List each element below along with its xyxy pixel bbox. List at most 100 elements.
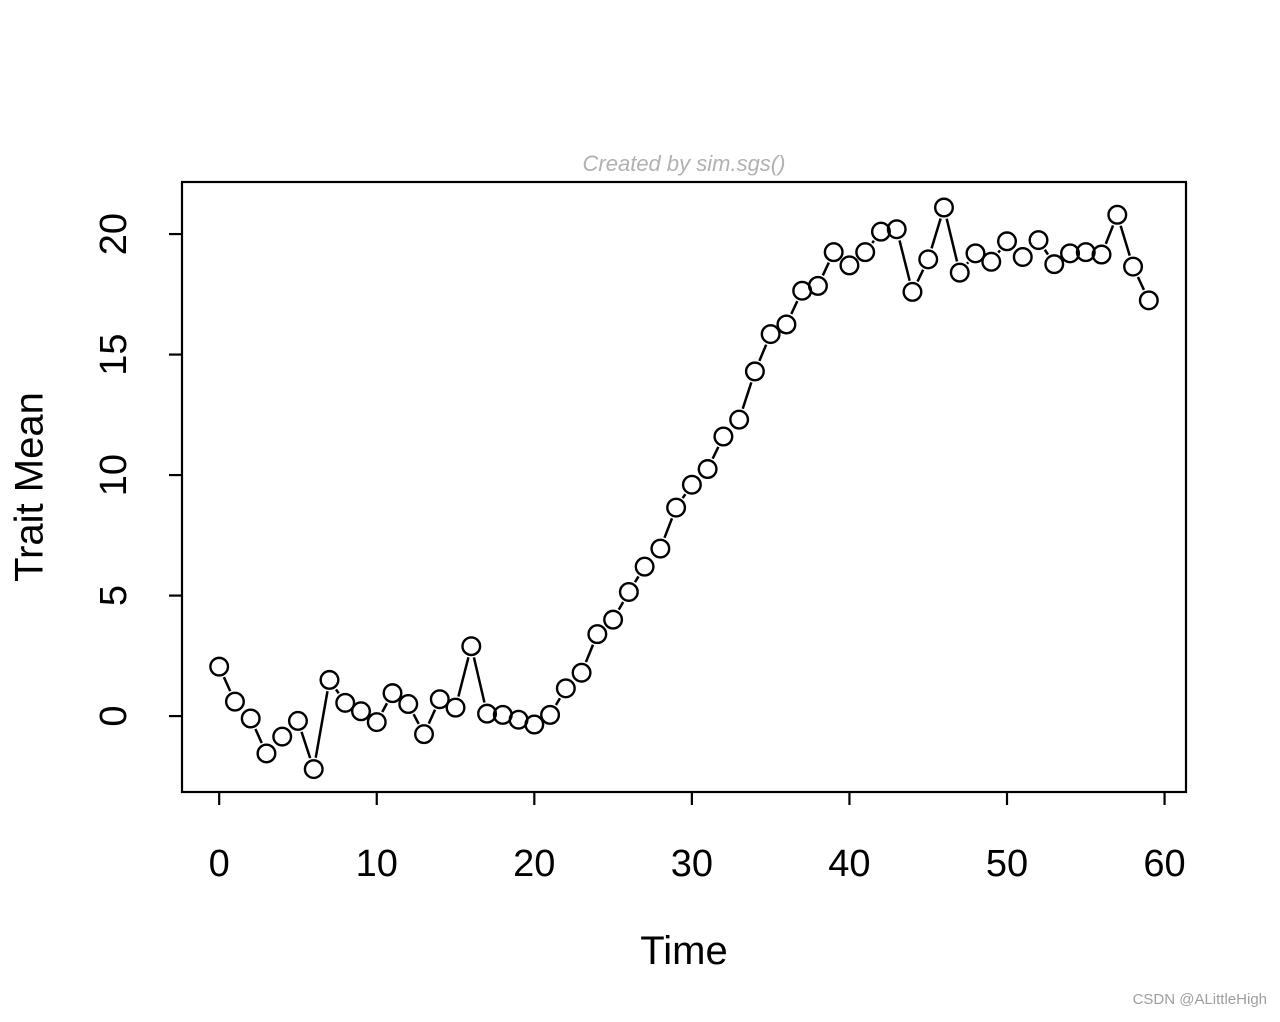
series-segment bbox=[966, 261, 970, 265]
data-point bbox=[461, 636, 482, 657]
data-point bbox=[918, 249, 939, 270]
data-point bbox=[823, 242, 844, 263]
data-point bbox=[540, 704, 561, 725]
series-segment bbox=[314, 691, 329, 758]
series-segment bbox=[633, 575, 640, 583]
x-tick-label: 60 bbox=[1143, 843, 1185, 885]
data-point bbox=[287, 710, 308, 731]
y-tick-label: 5 bbox=[93, 585, 135, 606]
series-segment bbox=[617, 601, 625, 611]
data-point bbox=[603, 609, 624, 630]
data-point bbox=[886, 219, 907, 240]
series-segment bbox=[916, 269, 925, 283]
data-point bbox=[839, 255, 860, 276]
data-point bbox=[1012, 246, 1033, 267]
data-point bbox=[1138, 290, 1159, 311]
data-point bbox=[776, 314, 797, 335]
y-tick-label: 15 bbox=[93, 333, 135, 375]
y-tick-label: 0 bbox=[93, 706, 135, 727]
data-point bbox=[414, 724, 435, 745]
series-segment bbox=[930, 218, 942, 249]
data-point bbox=[240, 708, 261, 729]
data-point bbox=[350, 701, 371, 722]
data-point bbox=[634, 556, 655, 577]
x-tick-label: 0 bbox=[209, 843, 230, 885]
data-point bbox=[272, 726, 293, 747]
data-point bbox=[870, 221, 891, 242]
data-point bbox=[382, 683, 403, 704]
data-point bbox=[303, 759, 324, 780]
series-segment bbox=[898, 240, 911, 282]
data-point bbox=[697, 459, 718, 480]
data-point bbox=[1091, 244, 1112, 265]
series-segment bbox=[681, 493, 687, 499]
series-segment bbox=[1136, 276, 1146, 291]
data-point bbox=[807, 275, 828, 296]
data-point bbox=[981, 251, 1002, 272]
data-point bbox=[949, 262, 970, 283]
series-segment bbox=[254, 728, 263, 744]
data-point bbox=[729, 409, 750, 430]
data-point bbox=[571, 662, 592, 683]
watermark: CSDN @ALittleHigh bbox=[1132, 991, 1267, 1008]
series-segment bbox=[821, 262, 830, 276]
x-tick-label: 10 bbox=[356, 843, 398, 885]
plot-border bbox=[180, 180, 1188, 794]
data-point bbox=[760, 324, 781, 345]
y-tick-label: 10 bbox=[93, 454, 135, 496]
x-tick-label: 20 bbox=[513, 843, 555, 885]
series-segment bbox=[457, 657, 470, 697]
data-point bbox=[933, 197, 954, 218]
data-point bbox=[855, 242, 876, 263]
series-segment bbox=[997, 249, 1001, 254]
data-point bbox=[744, 361, 765, 382]
data-point bbox=[335, 692, 356, 713]
series-segment bbox=[711, 446, 720, 460]
data-point bbox=[477, 703, 498, 724]
data-point bbox=[902, 281, 923, 302]
data-point bbox=[429, 689, 450, 710]
data-point bbox=[555, 678, 576, 699]
x-tick-label: 40 bbox=[828, 843, 870, 885]
chart-title: Created by sim.sgs() bbox=[582, 151, 786, 176]
series-segment bbox=[871, 240, 875, 244]
data-point bbox=[256, 743, 277, 764]
data-point bbox=[1044, 254, 1065, 275]
series-segment bbox=[381, 702, 389, 713]
series-segment bbox=[1119, 225, 1131, 256]
series-segment bbox=[554, 697, 562, 706]
x-tick-label: 30 bbox=[671, 843, 713, 885]
series-segment bbox=[472, 657, 486, 703]
data-point bbox=[713, 426, 734, 447]
data-point bbox=[1028, 230, 1049, 251]
x-tick-label: 50 bbox=[986, 843, 1028, 885]
series-segment bbox=[427, 709, 437, 725]
data-point bbox=[618, 581, 639, 602]
y-tick-label: 20 bbox=[93, 213, 135, 255]
data-point bbox=[587, 624, 608, 645]
data-point bbox=[681, 474, 702, 495]
data-point bbox=[398, 694, 419, 715]
data-point bbox=[1123, 256, 1144, 277]
data-point bbox=[209, 656, 230, 677]
x-axis-label: Time bbox=[640, 929, 728, 973]
series-segment bbox=[412, 713, 420, 725]
data-point bbox=[997, 231, 1018, 252]
series-segment bbox=[945, 218, 959, 262]
data-point bbox=[965, 243, 986, 264]
data-point bbox=[666, 497, 687, 518]
series-segment bbox=[222, 676, 232, 692]
series-segment bbox=[1043, 249, 1050, 256]
series-segment bbox=[300, 731, 312, 759]
data-point bbox=[366, 712, 387, 733]
data-point bbox=[224, 691, 245, 712]
data-point bbox=[1075, 242, 1096, 263]
data-point bbox=[1107, 204, 1128, 225]
data-point bbox=[524, 714, 545, 735]
series-segment bbox=[663, 517, 674, 539]
series-segment bbox=[741, 381, 753, 410]
series-segment bbox=[1104, 225, 1115, 245]
data-point bbox=[319, 669, 340, 690]
